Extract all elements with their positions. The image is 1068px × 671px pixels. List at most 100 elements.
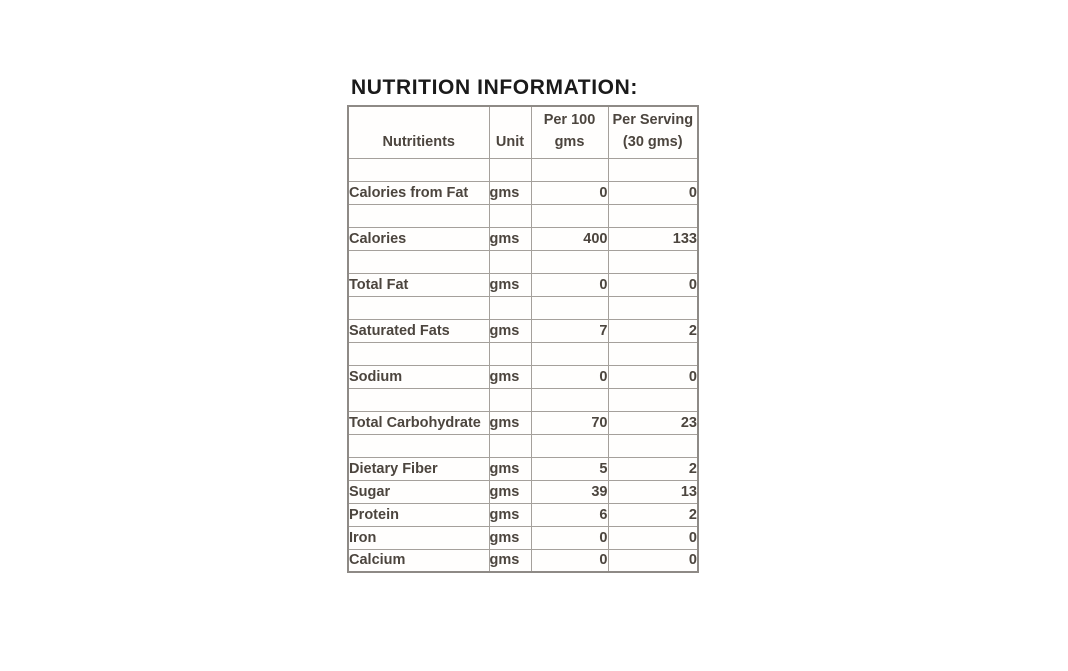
unit-cell: gms xyxy=(488,272,532,297)
nutrient-name-cell: Sugar xyxy=(347,479,490,504)
unit-cell: gms xyxy=(488,525,532,550)
unit-cell: gms xyxy=(488,456,532,481)
column-header-per-serving: Per Serving (30 gms) xyxy=(607,105,699,159)
table-row: Saturated Fats gms 7 2 xyxy=(347,318,699,343)
spacer-row xyxy=(347,157,699,182)
per-serving-cell: 0 xyxy=(607,364,699,389)
nutrient-name-cell xyxy=(347,341,490,366)
nutrient-name-cell: Calcium xyxy=(347,548,490,573)
per-serving-cell xyxy=(607,341,699,366)
per-100-gms-cell: 7 xyxy=(530,318,609,343)
unit-cell: gms xyxy=(488,180,532,205)
per-serving-cell xyxy=(607,157,699,182)
nutrition-panel: NUTRITION INFORMATION: Nutritients Unit … xyxy=(347,76,699,573)
per-serving-cell: 0 xyxy=(607,548,699,573)
spacer-row xyxy=(347,203,699,228)
nutrient-name-cell: Total Carbohydrate xyxy=(347,410,490,435)
table-row: Dietary Fiber gms 5 2 xyxy=(347,456,699,481)
nutrient-name-cell xyxy=(347,433,490,458)
table-row: Calcium gms 0 0 xyxy=(347,548,699,573)
table-row: Total Fat gms 0 0 xyxy=(347,272,699,297)
table-row: Calories gms 400 133 xyxy=(347,226,699,251)
per-100-gms-cell: 0 xyxy=(530,364,609,389)
nutrient-name-cell: Protein xyxy=(347,502,490,527)
column-header-nutritients: Nutritients xyxy=(347,105,490,159)
nutrient-name-cell xyxy=(347,295,490,320)
table-body: Calories from Fat gms 0 0 Calories gms 400 133 T… xyxy=(347,157,699,573)
per-serving-cell: 13 xyxy=(607,479,699,504)
per-100-gms-cell: 39 xyxy=(530,479,609,504)
per-100-gms-cell xyxy=(530,341,609,366)
column-header-per-100-gms: Per 100 gms xyxy=(530,105,609,159)
table-row: Protein gms 6 2 xyxy=(347,502,699,527)
unit-cell xyxy=(488,157,532,182)
table-row: Total Carbohydrate gms 70 23 xyxy=(347,410,699,435)
table-row: Iron gms 0 0 xyxy=(347,525,699,550)
table-header: Nutritients Unit Per 100 gms Per Serving… xyxy=(347,105,699,159)
nutrient-name-cell: Saturated Fats xyxy=(347,318,490,343)
per-serving-cell: 133 xyxy=(607,226,699,251)
spacer-row xyxy=(347,295,699,320)
nutrient-name-cell: Total Fat xyxy=(347,272,490,297)
nutrient-name-cell xyxy=(347,203,490,228)
unit-cell xyxy=(488,433,532,458)
table-row: Sugar gms 39 13 xyxy=(347,479,699,504)
nutrition-table: Nutritients Unit Per 100 gms Per Serving… xyxy=(347,105,699,573)
per-100-gms-cell: 0 xyxy=(530,525,609,550)
per-serving-cell: 2 xyxy=(607,456,699,481)
per-serving-cell: 2 xyxy=(607,318,699,343)
per-100-gms-cell: 6 xyxy=(530,502,609,527)
per-serving-cell xyxy=(607,295,699,320)
unit-cell xyxy=(488,249,532,274)
per-serving-cell xyxy=(607,203,699,228)
per-100-gms-cell: 0 xyxy=(530,548,609,573)
per-100-gms-cell xyxy=(530,203,609,228)
per-100-gms-cell xyxy=(530,295,609,320)
nutrient-name-cell: Dietary Fiber xyxy=(347,456,490,481)
spacer-row xyxy=(347,387,699,412)
per-100-gms-cell xyxy=(530,157,609,182)
table-row: Sodium gms 0 0 xyxy=(347,364,699,389)
per-100-gms-cell: 0 xyxy=(530,180,609,205)
unit-cell: gms xyxy=(488,318,532,343)
nutrient-name-cell xyxy=(347,157,490,182)
per-100-gms-cell: 70 xyxy=(530,410,609,435)
unit-cell: gms xyxy=(488,548,532,573)
unit-cell xyxy=(488,203,532,228)
per-100-gms-cell: 5 xyxy=(530,456,609,481)
page-title: NUTRITION INFORMATION: xyxy=(351,76,638,99)
unit-cell xyxy=(488,387,532,412)
per-serving-cell xyxy=(607,387,699,412)
per-100-gms-cell: 400 xyxy=(530,226,609,251)
nutrient-name-cell: Calories xyxy=(347,226,490,251)
table-row: Calories from Fat gms 0 0 xyxy=(347,180,699,205)
spacer-row xyxy=(347,341,699,366)
unit-cell: gms xyxy=(488,226,532,251)
spacer-row xyxy=(347,433,699,458)
per-serving-cell xyxy=(607,249,699,274)
per-serving-cell: 23 xyxy=(607,410,699,435)
nutrient-name-cell: Iron xyxy=(347,525,490,550)
per-serving-cell: 0 xyxy=(607,272,699,297)
unit-cell: gms xyxy=(488,502,532,527)
per-100-gms-cell xyxy=(530,433,609,458)
unit-cell xyxy=(488,341,532,366)
column-header-unit: Unit xyxy=(488,105,532,159)
per-100-gms-cell: 0 xyxy=(530,272,609,297)
unit-cell: gms xyxy=(488,364,532,389)
nutrient-name-cell: Calories from Fat xyxy=(347,180,490,205)
nutrient-name-cell: Sodium xyxy=(347,364,490,389)
per-serving-cell: 2 xyxy=(607,502,699,527)
nutrient-name-cell xyxy=(347,249,490,274)
nutrient-name-cell xyxy=(347,387,490,412)
per-serving-cell: 0 xyxy=(607,525,699,550)
header-row: Nutritients Unit Per 100 gms Per Serving… xyxy=(347,105,699,159)
unit-cell: gms xyxy=(488,410,532,435)
spacer-row xyxy=(347,249,699,274)
unit-cell xyxy=(488,295,532,320)
per-serving-cell: 0 xyxy=(607,180,699,205)
unit-cell: gms xyxy=(488,479,532,504)
per-serving-cell xyxy=(607,433,699,458)
per-100-gms-cell xyxy=(530,387,609,412)
per-100-gms-cell xyxy=(530,249,609,274)
